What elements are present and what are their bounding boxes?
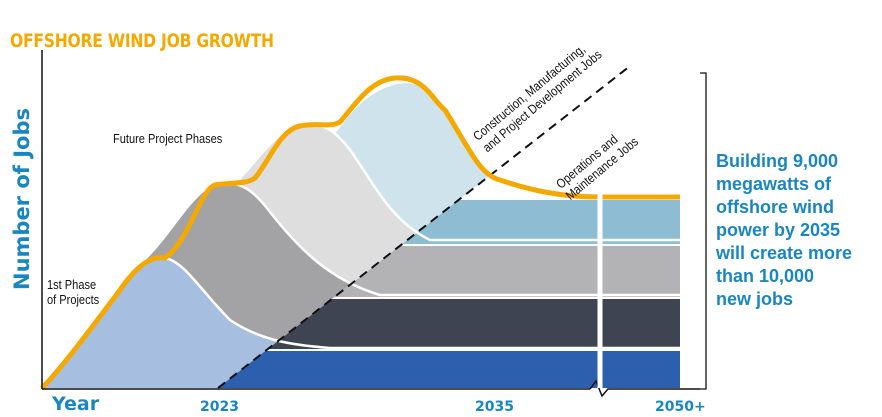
x-axis-label: Year — [52, 393, 100, 415]
dashed-divider — [217, 65, 631, 389]
callout-text: Building 9,000 megawatts of offshore win… — [716, 151, 853, 309]
future-phases-label: Future Project Phases — [113, 131, 223, 146]
callout-bracket — [700, 72, 707, 390]
axis-break — [589, 379, 700, 398]
phase-1-label: 1st Phase of Projects — [47, 277, 100, 307]
chart-title: OFFSHORE WIND JOB GROWTH — [10, 30, 274, 52]
x-tick-2023: 2023 — [200, 399, 239, 415]
x-tick-2050: 2050+ — [655, 399, 706, 415]
total-jobs-envelope — [40, 75, 680, 390]
x-tick-2035: 2035 — [475, 399, 514, 415]
band-4 — [218, 351, 680, 388]
y-axis-label: Number of Jobs — [10, 108, 34, 290]
